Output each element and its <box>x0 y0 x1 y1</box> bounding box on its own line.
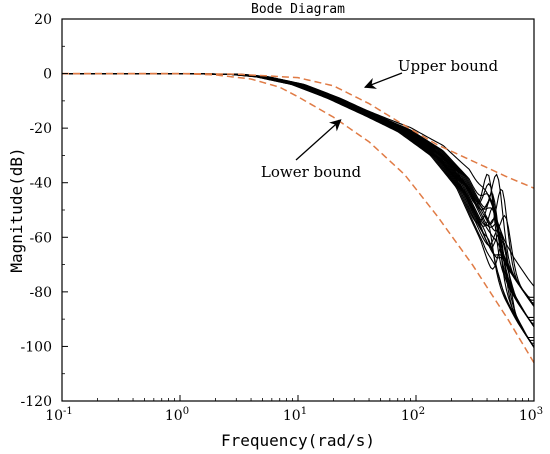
plot-frame <box>61 18 535 402</box>
y-tick-label: -100 <box>21 339 52 355</box>
chart-title: Bode Diagram <box>251 2 345 17</box>
x-axis-label: Frequency(rad/s) <box>221 431 375 450</box>
y-tick-label: -40 <box>29 176 52 192</box>
y-tick-label: -60 <box>29 230 52 246</box>
lower-bound-curve <box>62 72 534 364</box>
response-curve <box>62 73 534 347</box>
y-tick-label: 0 <box>43 67 52 83</box>
y-tick-label: -80 <box>29 285 52 301</box>
x-tick-label: 10-1 <box>45 406 73 424</box>
y-tick-label: -20 <box>29 121 52 137</box>
annotation-label: Lower bound <box>261 163 362 181</box>
x-axis: 10-1 100 101 102 103 <box>45 395 543 424</box>
x-tick-label: 103 <box>519 406 543 424</box>
y-axis-label: Magnitude(dB) <box>7 147 26 272</box>
response-curve <box>62 73 534 324</box>
response-curve <box>62 73 534 344</box>
annotation-arrow <box>295 119 342 161</box>
x-tick-label: 101 <box>283 406 307 424</box>
response-curve <box>62 73 534 339</box>
response-curve <box>62 73 534 348</box>
response-curve <box>62 73 534 348</box>
annotation-arrow <box>363 72 403 89</box>
x-tick-label: 100 <box>165 406 189 424</box>
response-curve <box>62 73 534 348</box>
annotation-label: Upper bound <box>398 57 499 75</box>
bound-curves <box>62 72 534 364</box>
y-axis: 20 0 -20 -40 -60 -80 -100 -120 <box>21 12 68 410</box>
response-curves <box>62 73 534 348</box>
y-tick-label: -120 <box>21 394 52 410</box>
x-tick-label: 102 <box>401 406 425 424</box>
y-tick-label: 20 <box>34 12 52 28</box>
response-curve <box>62 73 534 341</box>
annotations: Upper bound Lower bound <box>261 57 499 181</box>
